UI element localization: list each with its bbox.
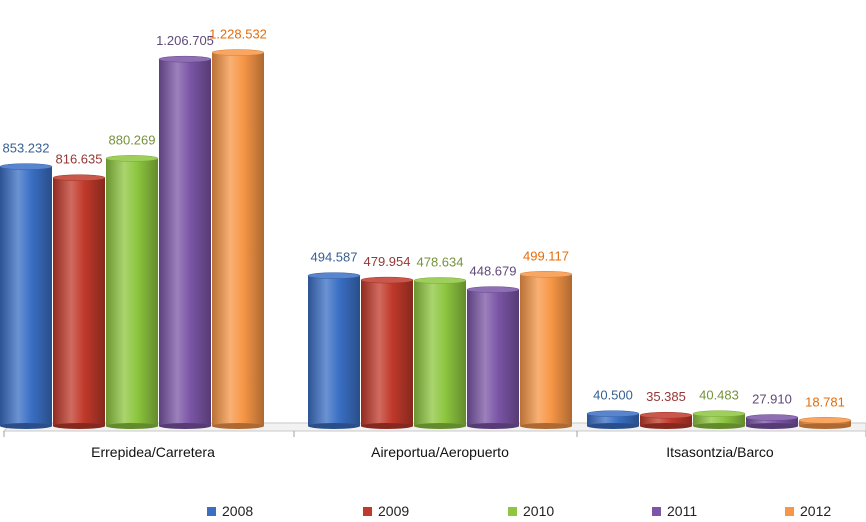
legend-swatch (508, 506, 517, 516)
legend-swatch (652, 506, 661, 516)
legend-item-2012: 2012 (785, 502, 831, 520)
value-label-2012-0: 1.228.532 (209, 27, 267, 42)
category-label-2: Itsasontzia/Barco (666, 444, 774, 460)
value-label-2009-1: 479.954 (364, 254, 411, 269)
legend-item-2010: 2010 (508, 502, 554, 520)
bar-2008-2 (586, 410, 640, 429)
bar-2011-0 (158, 55, 212, 429)
bar-chart: 853.232 494.587 40.500 816.635 479.954 35.385… (0, 27, 866, 460)
value-label-2008-1: 494.587 (311, 250, 358, 265)
legend-label: 2011 (667, 503, 698, 519)
legend-label: 2010 (523, 503, 555, 519)
legend-item-2011: 2011 (652, 502, 697, 520)
bar-2008-1 (307, 272, 361, 429)
bar-2010-1 (413, 277, 467, 429)
bar-2011-1 (466, 286, 520, 429)
value-label-2011-0: 1.206.705 (156, 33, 214, 48)
value-label-2011-1: 448.679 (470, 264, 517, 279)
value-label-2012-2: 18.781 (805, 394, 845, 409)
legend-swatch (363, 506, 372, 516)
value-label-2010-1: 478.634 (417, 254, 464, 269)
value-label-2008-0: 853.232 (3, 141, 50, 156)
bar-2009-0 (52, 174, 106, 429)
legend: 2008 2009 2010 2011 2012 (0, 502, 866, 522)
category-labels-group: Errepidea/Carretera Aireportua/Aeropuerto… (91, 444, 774, 460)
value-label-2009-0: 816.635 (56, 152, 103, 167)
bar-2009-1 (360, 276, 414, 429)
bar-2012-1 (519, 271, 573, 429)
value-label-2010-2: 40.483 (699, 388, 739, 403)
bar-2010-2 (692, 410, 746, 429)
value-labels-group: 853.232 494.587 40.500 816.635 479.954 35.385… (3, 27, 845, 410)
bar-2009-2 (639, 411, 693, 429)
legend-label: 2008 (222, 503, 254, 519)
category-label-1: Aireportua/Aeropuerto (371, 444, 509, 460)
bars-group (0, 49, 852, 429)
value-label-2012-1: 499.117 (523, 248, 569, 263)
bar-2012-0 (211, 49, 265, 429)
value-label-2008-2: 40.500 (593, 388, 633, 403)
category-label-0: Errepidea/Carretera (91, 444, 215, 460)
bar-2012-2 (798, 417, 852, 429)
legend-swatch (207, 506, 216, 516)
value-label-2011-2: 27.910 (752, 392, 792, 407)
bar-2010-0 (105, 155, 159, 429)
legend-label: 2009 (378, 503, 410, 519)
legend-swatch (785, 506, 794, 516)
legend-item-2009: 2009 (363, 502, 409, 520)
bar-2008-0 (0, 163, 53, 429)
value-label-2009-2: 35.385 (646, 389, 686, 404)
legend-label: 2012 (800, 503, 832, 519)
bar-2011-2 (745, 414, 799, 429)
legend-item-2008: 2008 (207, 502, 253, 520)
value-label-2010-0: 880.269 (109, 132, 156, 147)
